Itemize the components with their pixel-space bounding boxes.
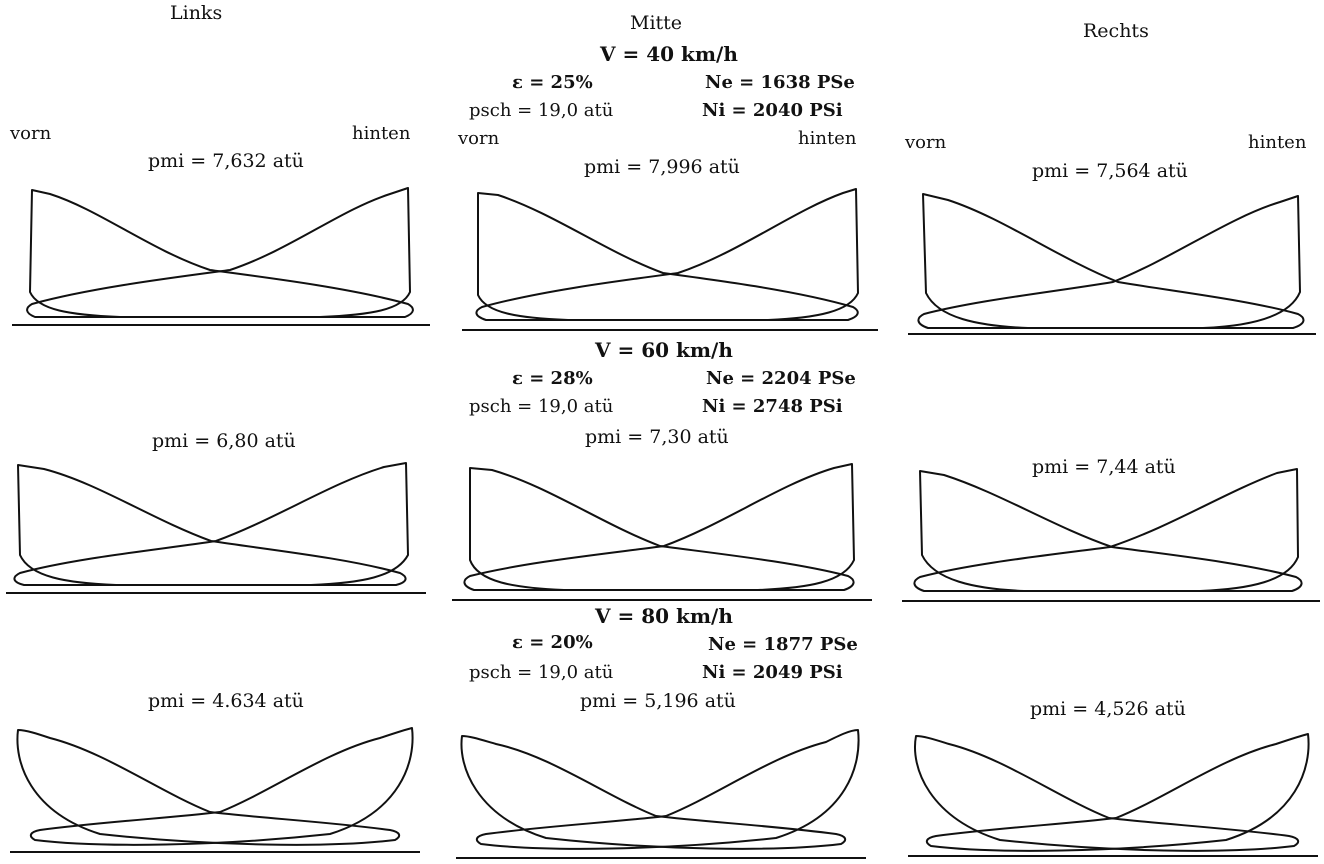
front-label-right: vorn [905, 132, 947, 153]
ne-value-row3: Ne = 1877 PSe [708, 634, 858, 655]
ni-value-row3: Ni = 2049 PSi [702, 662, 843, 683]
indicator-diagram-row2-middle [452, 463, 872, 601]
back-label-left: hinten [352, 123, 411, 144]
ne-value-row2: Ne = 2204 PSe [706, 368, 856, 389]
back-label-right: hinten [1248, 132, 1307, 153]
epsilon-value-row2: ε = 28% [512, 368, 593, 389]
front-label-middle: vorn [458, 128, 500, 149]
psch-value-row2: psch = 19,0 atü [469, 396, 614, 417]
epsilon-value-row3: ε = 20% [512, 632, 593, 653]
pmi-label-row1-left: pmi = 7,632 atü [148, 150, 304, 172]
indicator-diagram-row3-right [908, 733, 1318, 857]
epsilon-value-row1: ε = 25% [512, 72, 593, 93]
pmi-label-row3-left: pmi = 4.634 atü [148, 690, 304, 712]
psch-value-row3: psch = 19,0 atü [469, 662, 614, 683]
back-label-middle: hinten [798, 128, 857, 149]
column-header-right: Rechts [1083, 20, 1149, 42]
ni-value-row1: Ni = 2040 PSi [702, 100, 843, 121]
indicator-diagram-row1-right [908, 193, 1316, 335]
pmi-label-row2-right: pmi = 7,44 atü [1032, 456, 1176, 478]
pmi-label-row2-middle: pmi = 7,30 atü [585, 426, 729, 448]
pmi-label-row1-right: pmi = 7,564 atü [1032, 160, 1188, 182]
indicator-diagram-row2-right [902, 468, 1320, 602]
pmi-label-row3-middle: pmi = 5,196 atü [580, 690, 736, 712]
speed-label-40: V = 40 km/h [600, 42, 738, 66]
indicator-diagram-row1-left [12, 187, 430, 326]
speed-label-80: V = 80 km/h [595, 604, 733, 628]
column-header-middle: Mitte [630, 12, 683, 34]
psch-value-row1: psch = 19,0 atü [469, 100, 614, 121]
pmi-label-row3-right: pmi = 4,526 atü [1030, 698, 1186, 720]
speed-label-60: V = 60 km/h [595, 338, 733, 362]
ni-value-row2: Ni = 2748 PSi [702, 396, 843, 417]
front-label-left: vorn [10, 123, 52, 144]
indicator-diagram-row2-left [6, 462, 426, 594]
ne-value-row1: Ne = 1638 PSe [705, 72, 855, 93]
pmi-label-row1-middle: pmi = 7,996 atü [584, 156, 740, 178]
indicator-diagram-row3-left [10, 727, 420, 853]
indicator-diagram-row1-middle [462, 188, 878, 331]
column-header-left: Links [170, 2, 223, 24]
pmi-label-row2-left: pmi = 6,80 atü [152, 430, 296, 452]
indicator-diagram-row3-middle [456, 729, 866, 859]
